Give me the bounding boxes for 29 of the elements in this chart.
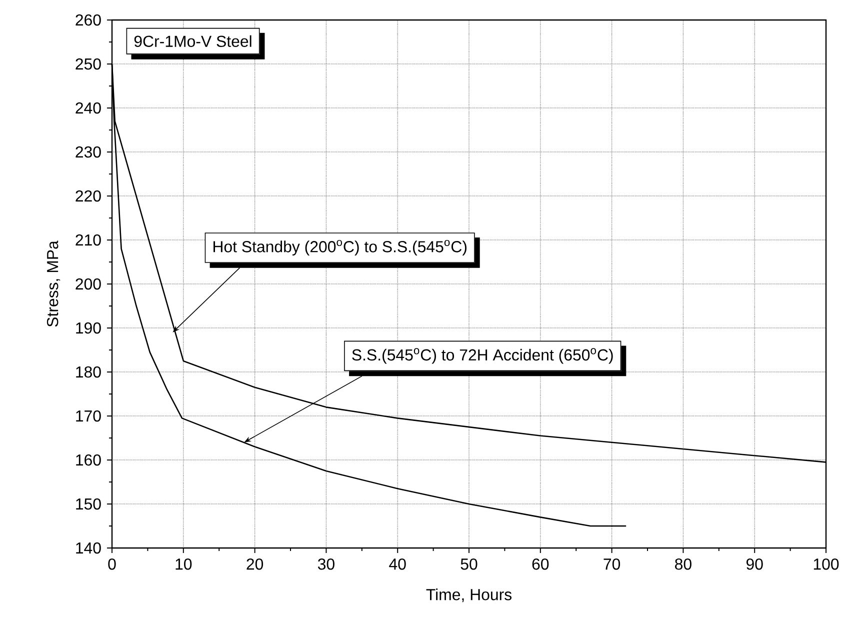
y-tick-label: 190 (76, 322, 101, 334)
y-tick-label: 230 (76, 146, 101, 158)
x-tick-label: 60 (532, 558, 549, 570)
x-tick-label: 90 (746, 558, 763, 570)
y-axis-title: Stress, MPa (46, 240, 60, 327)
x-tick-label: 50 (460, 558, 478, 570)
x-tick-label: 70 (604, 558, 620, 570)
x-tick-label: 20 (246, 558, 264, 570)
y-tick-label: 180 (76, 366, 101, 378)
x-tick-label: 100 (814, 558, 839, 570)
y-tick-label: 160 (76, 454, 101, 466)
y-tick-label: 250 (76, 58, 101, 70)
x-tick-label: 0 (108, 558, 116, 570)
annotation: S.S.(545$^{o}$C) to 72H Accident (650$^{o}$C) (352, 348, 613, 364)
y-tick-label: 220 (76, 190, 101, 202)
text: 9Cr-1Mo-V Steel (134, 35, 252, 47)
x-tick-label: 30 (318, 558, 334, 570)
y-tick-label: 200 (76, 278, 101, 290)
x-tick-label: 80 (675, 558, 692, 570)
x-tick-label: 40 (389, 558, 406, 570)
y-tick-label: 170 (76, 410, 101, 422)
y-tick-label: 140 (76, 542, 101, 554)
y-tick-label: 150 (76, 498, 101, 510)
y-tick-label: 260 (76, 14, 101, 26)
x-tick-label: 10 (176, 558, 192, 570)
y-tick-label: 240 (76, 102, 101, 114)
y-tick-label: 210 (76, 234, 101, 246)
annotation: Hot Standby (200$^{o}$C) to S.S.(545$^{o}$C) (214, 240, 466, 256)
x-axis-title: Time, Hours (426, 588, 512, 602)
